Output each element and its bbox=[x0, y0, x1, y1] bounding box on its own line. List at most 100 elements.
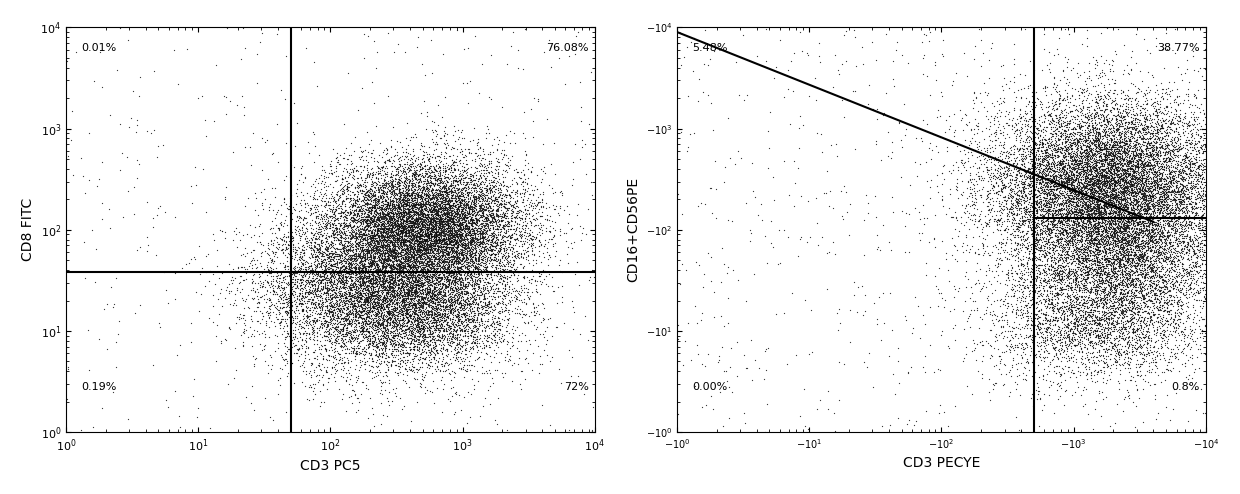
Point bbox=[465, 244, 485, 252]
Point bbox=[1183, 285, 1203, 293]
Point bbox=[383, 171, 403, 179]
Point bbox=[1167, 249, 1187, 257]
Point bbox=[362, 245, 382, 253]
Point bbox=[448, 348, 467, 356]
Point bbox=[897, 420, 916, 428]
Point bbox=[1131, 147, 1151, 155]
Point bbox=[440, 223, 460, 231]
Point bbox=[356, 309, 376, 317]
Point bbox=[441, 198, 461, 206]
Point bbox=[1030, 246, 1050, 253]
Point bbox=[472, 305, 492, 313]
Point bbox=[384, 302, 404, 310]
Point bbox=[460, 205, 480, 213]
Point bbox=[374, 317, 394, 325]
Point bbox=[1085, 174, 1105, 182]
Point bbox=[475, 240, 495, 248]
Point bbox=[432, 224, 451, 232]
Point bbox=[893, 207, 913, 215]
Point bbox=[458, 199, 477, 207]
Point bbox=[1167, 257, 1187, 265]
Point bbox=[1145, 342, 1164, 350]
Point bbox=[1159, 202, 1179, 209]
Point bbox=[489, 278, 508, 286]
Point bbox=[352, 218, 372, 226]
Point bbox=[1091, 172, 1111, 180]
Point bbox=[1152, 287, 1172, 294]
Point bbox=[427, 205, 446, 213]
Point bbox=[1058, 179, 1078, 187]
Point bbox=[1069, 247, 1089, 254]
Point bbox=[965, 346, 985, 354]
Point bbox=[1021, 152, 1040, 160]
Point bbox=[1094, 166, 1114, 174]
Point bbox=[1040, 282, 1060, 289]
Point bbox=[301, 266, 321, 274]
Point bbox=[389, 179, 409, 187]
Point bbox=[1148, 306, 1168, 314]
Point bbox=[507, 234, 527, 242]
Point bbox=[464, 298, 484, 306]
Point bbox=[1156, 175, 1176, 183]
Point bbox=[471, 247, 491, 255]
Point bbox=[1038, 111, 1058, 119]
Point bbox=[1056, 147, 1076, 155]
Point bbox=[420, 173, 440, 181]
Point bbox=[418, 227, 438, 235]
Point bbox=[1086, 210, 1106, 218]
Point bbox=[382, 270, 402, 278]
Point bbox=[1104, 159, 1123, 166]
Point bbox=[1132, 241, 1152, 248]
Point bbox=[232, 263, 252, 271]
Point bbox=[1034, 300, 1054, 308]
Point bbox=[1189, 156, 1209, 164]
Point bbox=[1097, 151, 1117, 159]
Point bbox=[1028, 230, 1048, 238]
Point bbox=[1089, 197, 1109, 205]
Point bbox=[1122, 297, 1142, 305]
Point bbox=[360, 339, 379, 347]
Point bbox=[373, 228, 393, 236]
Point bbox=[329, 274, 348, 282]
Point bbox=[1094, 264, 1114, 272]
Point bbox=[206, 281, 226, 288]
Point bbox=[363, 260, 383, 268]
Point bbox=[374, 277, 394, 285]
Point bbox=[1078, 221, 1097, 229]
Point bbox=[1050, 224, 1070, 232]
Point bbox=[404, 291, 424, 299]
Point bbox=[1055, 170, 1075, 178]
Point bbox=[1043, 181, 1063, 189]
Point bbox=[357, 245, 377, 253]
Point bbox=[1101, 213, 1121, 221]
Point bbox=[1135, 35, 1154, 43]
Point bbox=[394, 299, 414, 307]
Point bbox=[487, 240, 507, 247]
Point bbox=[1121, 203, 1141, 210]
Point bbox=[1107, 347, 1127, 355]
Point bbox=[316, 288, 336, 296]
Point bbox=[283, 269, 303, 277]
Point bbox=[409, 182, 429, 190]
Point bbox=[367, 198, 387, 206]
Point bbox=[334, 270, 353, 278]
Point bbox=[1058, 178, 1078, 186]
Point bbox=[1042, 158, 1061, 166]
Point bbox=[427, 341, 446, 349]
Point bbox=[325, 299, 345, 307]
Point bbox=[366, 302, 386, 310]
Point bbox=[1038, 237, 1058, 245]
Point bbox=[1095, 156, 1115, 164]
Point bbox=[968, 277, 988, 285]
Point bbox=[510, 309, 529, 317]
Point bbox=[422, 244, 441, 251]
Point bbox=[343, 297, 363, 305]
Point bbox=[1071, 320, 1091, 328]
Point bbox=[1097, 191, 1117, 199]
Point bbox=[456, 214, 476, 222]
Point bbox=[1040, 225, 1060, 233]
Point bbox=[1151, 124, 1171, 132]
Point bbox=[1123, 183, 1143, 191]
Point bbox=[419, 210, 439, 218]
Point bbox=[372, 222, 392, 230]
